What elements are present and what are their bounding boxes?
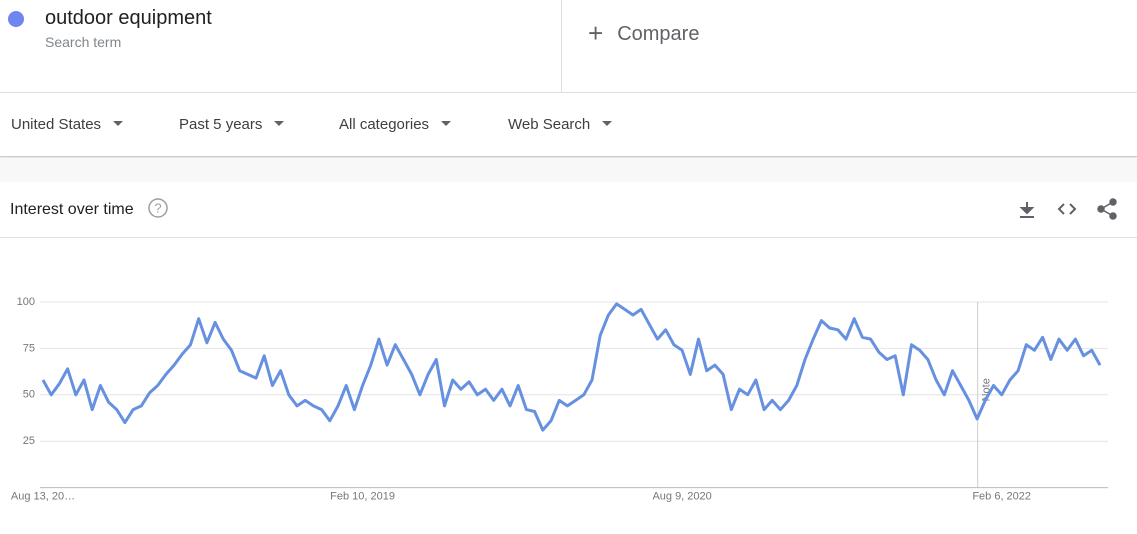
term-label: Search term bbox=[45, 34, 122, 50]
card-header: Interest over time ? bbox=[0, 182, 1137, 238]
y-tick-label: 25 bbox=[23, 435, 35, 447]
x-tick-label: Aug 9, 2020 bbox=[652, 491, 711, 503]
filter-dropdown[interactable]: Past 5 years bbox=[179, 116, 284, 133]
card-title: Interest over time bbox=[10, 201, 134, 218]
x-tick-label: Aug 13, 20… bbox=[11, 491, 75, 503]
search-term[interactable]: outdoor equipment Search term bbox=[0, 0, 562, 92]
y-tick-label: 75 bbox=[23, 342, 35, 354]
download-icon[interactable] bbox=[1019, 202, 1035, 218]
x-tick-label: Feb 6, 2022 bbox=[972, 491, 1031, 503]
filter-dropdown[interactable]: Web Search bbox=[508, 116, 612, 133]
filter-bar: United States Past 5 years All categorie… bbox=[0, 93, 1137, 157]
x-tick-label: Feb 10, 2019 bbox=[330, 491, 395, 503]
svg-text:?: ? bbox=[154, 200, 161, 215]
help-icon[interactable]: ? bbox=[148, 198, 168, 218]
filter-dropdown[interactable]: All categories bbox=[339, 116, 451, 133]
y-tick-label: 100 bbox=[17, 296, 35, 308]
chart: 25 50 75 100 Aug 13, 20… Feb 10, 2019 Aug 9, 2… bbox=[11, 296, 1108, 503]
separator bbox=[0, 158, 1137, 182]
trend-line bbox=[41, 302, 1102, 432]
compare-button[interactable]: + Compare bbox=[588, 18, 700, 48]
embed-icon[interactable] bbox=[1057, 203, 1077, 215]
compare-label: Compare bbox=[617, 23, 700, 45]
filter-dropdown[interactable]: United States bbox=[11, 116, 123, 133]
header: outdoor equipment Search term + Compare bbox=[0, 0, 1137, 93]
card-icons: ? bbox=[148, 198, 1117, 220]
share-icon[interactable] bbox=[1097, 198, 1117, 220]
y-tick-label: 50 bbox=[23, 389, 35, 401]
term-color-dot bbox=[8, 11, 24, 27]
term-name[interactable]: outdoor equipment bbox=[45, 7, 212, 29]
